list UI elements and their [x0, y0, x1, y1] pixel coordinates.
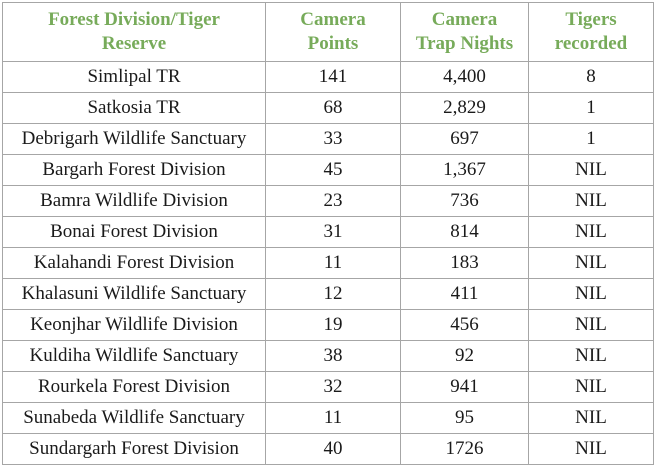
table-row: Bonai Forest Division 31 814 NIL — [2, 216, 654, 248]
header-camera-trap-nights: Camera Trap Nights — [400, 2, 529, 62]
cell-trap-nights: 92 — [400, 340, 529, 372]
table-row: Bamra Wildlife Division 23 736 NIL — [2, 185, 654, 217]
table-row: Simlipal TR 141 4,400 8 — [2, 61, 654, 93]
cell-trap-nights: 941 — [400, 371, 529, 403]
cell-division: Kalahandi Forest Division — [2, 247, 266, 279]
cell-division: Satkosia TR — [2, 92, 266, 124]
cell-camera-points: 31 — [265, 216, 401, 248]
cell-trap-nights: 814 — [400, 216, 529, 248]
cell-camera-points: 45 — [265, 154, 401, 186]
header-tigers-recorded: Tigers recorded — [528, 2, 654, 62]
table-body: Simlipal TR 141 4,400 8 Satkosia TR 68 2… — [2, 61, 654, 465]
cell-division: Sundargarh Forest Division — [2, 433, 266, 465]
cell-tigers-recorded: NIL — [528, 278, 654, 310]
cell-camera-points: 32 — [265, 371, 401, 403]
cell-division: Kuldiha Wildlife Sanctuary — [2, 340, 266, 372]
cell-tigers-recorded: NIL — [528, 371, 654, 403]
header-row: Forest Division/Tiger Reserve Camera Poi… — [2, 2, 654, 62]
table-row: Bargarh Forest Division 45 1,367 NIL — [2, 154, 654, 186]
table-row: Keonjhar Wildlife Division 19 456 NIL — [2, 309, 654, 341]
cell-camera-points: 12 — [265, 278, 401, 310]
header-camera-points: Camera Points — [265, 2, 401, 62]
cell-trap-nights: 736 — [400, 185, 529, 217]
table-row: Debrigarh Wildlife Sanctuary 33 697 1 — [2, 123, 654, 155]
cell-trap-nights: 1,367 — [400, 154, 529, 186]
cell-trap-nights: 697 — [400, 123, 529, 155]
header-camera-points-line2: Points — [307, 33, 359, 54]
cell-camera-points: 141 — [265, 61, 401, 93]
cell-trap-nights: 4,400 — [400, 61, 529, 93]
cell-tigers-recorded: 1 — [528, 123, 654, 155]
cell-camera-points: 19 — [265, 309, 401, 341]
cell-trap-nights: 183 — [400, 247, 529, 279]
cell-tigers-recorded: NIL — [528, 402, 654, 434]
table-row: Satkosia TR 68 2,829 1 — [2, 92, 654, 124]
cell-tigers-recorded: NIL — [528, 247, 654, 279]
cell-division: Rourkela Forest Division — [2, 371, 266, 403]
cell-camera-points: 23 — [265, 185, 401, 217]
header-forest-division-line1: Forest Division/Tiger — [48, 9, 220, 30]
header-tigers-recorded-line2: recorded — [554, 33, 628, 54]
cell-camera-points: 11 — [265, 247, 401, 279]
cell-tigers-recorded: NIL — [528, 154, 654, 186]
cell-tigers-recorded: 1 — [528, 92, 654, 124]
cell-division: Khalasuni Wildlife Sanctuary — [2, 278, 266, 310]
cell-tigers-recorded: NIL — [528, 309, 654, 341]
cell-camera-points: 33 — [265, 123, 401, 155]
header-tigers-recorded-line1: Tigers — [565, 9, 617, 30]
cell-division: Sunabeda Wildlife Sanctuary — [2, 402, 266, 434]
cell-tigers-recorded: NIL — [528, 216, 654, 248]
cell-division: Debrigarh Wildlife Sanctuary — [2, 123, 266, 155]
table-row: Rourkela Forest Division 32 941 NIL — [2, 371, 654, 403]
table-header: Forest Division/Tiger Reserve Camera Poi… — [2, 2, 654, 62]
cell-division: Bonai Forest Division — [2, 216, 266, 248]
cell-tigers-recorded: NIL — [528, 185, 654, 217]
cell-division: Bargarh Forest Division — [2, 154, 266, 186]
table-row: Kuldiha Wildlife Sanctuary 38 92 NIL — [2, 340, 654, 372]
cell-camera-points: 40 — [265, 433, 401, 465]
table-row: Khalasuni Wildlife Sanctuary 12 411 NIL — [2, 278, 654, 310]
table-row: Sundargarh Forest Division 40 1726 NIL — [2, 433, 654, 465]
cell-tigers-recorded: NIL — [528, 340, 654, 372]
header-camera-points-line1: Camera — [300, 9, 366, 30]
cell-camera-points: 38 — [265, 340, 401, 372]
header-camera-trap-nights-line2: Trap Nights — [415, 33, 514, 54]
cell-camera-points: 11 — [265, 402, 401, 434]
cell-division: Keonjhar Wildlife Division — [2, 309, 266, 341]
cell-trap-nights: 411 — [400, 278, 529, 310]
header-forest-division: Forest Division/Tiger Reserve — [2, 2, 266, 62]
header-forest-division-line2: Reserve — [101, 33, 167, 54]
cell-tigers-recorded: 8 — [528, 61, 654, 93]
cell-division: Simlipal TR — [2, 61, 266, 93]
cell-tigers-recorded: NIL — [528, 433, 654, 465]
table-row: Kalahandi Forest Division 11 183 NIL — [2, 247, 654, 279]
cell-trap-nights: 2,829 — [400, 92, 529, 124]
table-row: Sunabeda Wildlife Sanctuary 11 95 NIL — [2, 402, 654, 434]
cell-trap-nights: 1726 — [400, 433, 529, 465]
cell-camera-points: 68 — [265, 92, 401, 124]
header-camera-trap-nights-line1: Camera — [431, 9, 498, 30]
cell-division: Bamra Wildlife Division — [2, 185, 266, 217]
cell-trap-nights: 456 — [400, 309, 529, 341]
cell-trap-nights: 95 — [400, 402, 529, 434]
